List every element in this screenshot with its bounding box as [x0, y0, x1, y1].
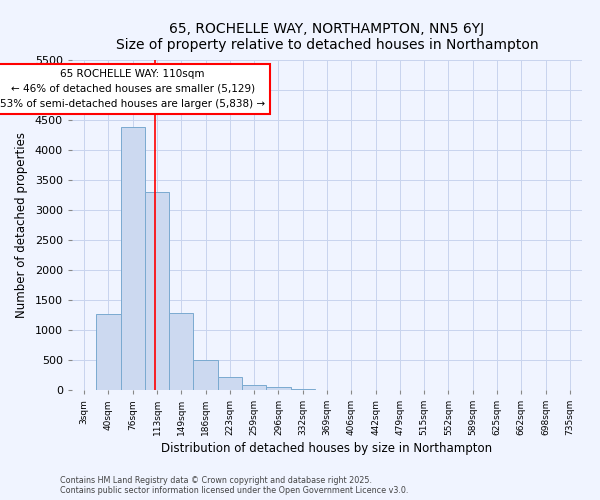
Bar	[169, 313, 193, 390]
Y-axis label: Number of detached properties: Number of detached properties	[15, 132, 28, 318]
Bar	[193, 360, 218, 390]
Bar	[218, 377, 242, 390]
Text: 65 ROCHELLE WAY: 110sqm
← 46% of detached houses are smaller (5,129)
53% of semi: 65 ROCHELLE WAY: 110sqm ← 46% of detache…	[0, 69, 265, 108]
Title: 65, ROCHELLE WAY, NORTHAMPTON, NN5 6YJ
Size of property relative to detached hou: 65, ROCHELLE WAY, NORTHAMPTON, NN5 6YJ S…	[116, 22, 538, 52]
Bar	[121, 127, 145, 390]
Bar	[96, 314, 121, 390]
Text: Contains HM Land Registry data © Crown copyright and database right 2025.
Contai: Contains HM Land Registry data © Crown c…	[60, 476, 409, 495]
X-axis label: Distribution of detached houses by size in Northampton: Distribution of detached houses by size …	[161, 442, 493, 456]
Bar	[145, 192, 169, 390]
Bar	[266, 388, 290, 390]
Bar	[242, 384, 266, 390]
